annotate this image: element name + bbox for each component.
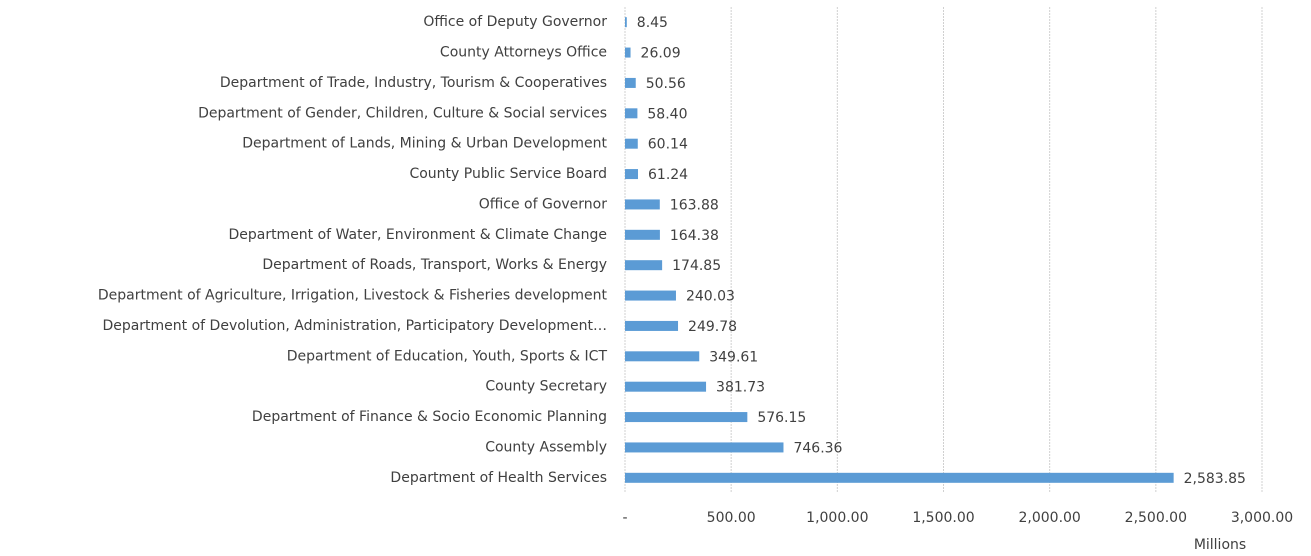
bar	[625, 77, 636, 88]
bar	[625, 260, 663, 271]
bar	[625, 169, 639, 180]
y-tick-label: Department of Education, Youth, Sports &…	[287, 348, 608, 364]
value-label: 381.73	[716, 380, 765, 396]
bar	[625, 199, 660, 210]
bar	[625, 108, 638, 119]
bar	[625, 442, 784, 453]
y-tick-label: Department of Water, Environment & Clima…	[228, 227, 607, 243]
value-label: 26.09	[641, 46, 681, 62]
x-tick-label: -	[622, 510, 627, 526]
x-tick-label: 2,000.00	[1018, 510, 1080, 526]
bar	[625, 138, 638, 149]
bar	[625, 47, 631, 58]
y-tick-label: Department of Gender, Children, Culture …	[198, 105, 607, 121]
value-label: 163.88	[670, 197, 719, 213]
value-label: 164.38	[670, 228, 719, 244]
value-label: 61.24	[648, 167, 688, 183]
bar	[625, 290, 676, 301]
y-tick-label: County Public Service Board	[409, 166, 607, 182]
x-tick-label: 1,000.00	[806, 510, 868, 526]
x-tick-label: 500.00	[707, 510, 756, 526]
bar	[625, 351, 700, 362]
y-tick-label: Office of Governor	[479, 196, 608, 212]
y-tick-label: Office of Deputy Governor	[423, 14, 607, 30]
y-tick-label: Department of Devolution, Administration…	[102, 318, 607, 334]
bar	[625, 412, 748, 423]
bar	[625, 472, 1174, 483]
value-label: 576.15	[757, 410, 806, 426]
y-tick-label: Department of Roads, Transport, Works & …	[262, 257, 607, 273]
y-tick-label: County Attorneys Office	[440, 45, 607, 61]
value-label: 2,583.85	[1184, 471, 1246, 487]
y-tick-label: Department of Health Services	[390, 470, 607, 486]
y-tick-label: County Secretary	[485, 379, 607, 395]
value-label: 50.56	[646, 76, 686, 92]
bar	[625, 381, 707, 392]
value-label: 746.36	[793, 440, 842, 456]
bar	[625, 320, 679, 331]
x-tick-label: 3,000.00	[1231, 510, 1293, 526]
value-label: 174.85	[672, 258, 721, 274]
bar	[625, 17, 627, 28]
y-tick-label: Department of Lands, Mining & Urban Deve…	[242, 136, 607, 152]
y-tick-label: Department of Finance & Socio Economic P…	[252, 409, 607, 425]
x-tick-label: 2,500.00	[1125, 510, 1187, 526]
value-label: 60.14	[648, 137, 688, 153]
x-axis-label: Millions	[1194, 537, 1246, 553]
y-tick-label: Department of Agriculture, Irrigation, L…	[98, 288, 608, 304]
y-tick-label: County Assembly	[485, 439, 607, 455]
bar	[625, 229, 660, 240]
x-tick-label: 1,500.00	[912, 510, 974, 526]
y-tick-label: Department of Trade, Industry, Tourism &…	[220, 75, 607, 91]
value-label: 240.03	[686, 289, 735, 305]
value-label: 249.78	[688, 319, 737, 335]
value-label: 8.45	[637, 15, 668, 31]
value-label: 58.40	[647, 106, 687, 122]
value-label: 349.61	[709, 349, 758, 365]
